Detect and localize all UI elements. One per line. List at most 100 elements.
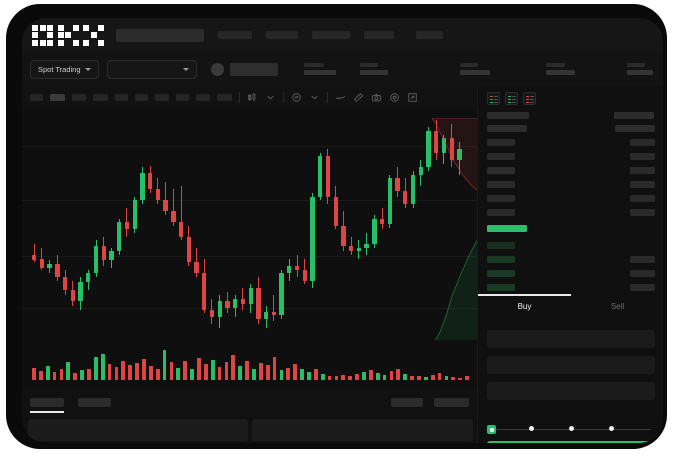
- candle-body: [263, 311, 269, 319]
- fullscreen-icon[interactable]: [407, 92, 418, 103]
- tab-buy[interactable]: Buy: [478, 294, 571, 318]
- nav-item-earn[interactable]: [312, 31, 350, 39]
- orderbook-row[interactable]: [630, 195, 655, 202]
- orderbook-row[interactable]: [487, 242, 515, 249]
- candle: [395, 108, 400, 340]
- orderbook-spread-row[interactable]: [487, 225, 527, 232]
- orderbook-both-icon[interactable]: [487, 92, 500, 105]
- orderbook-row[interactable]: [630, 284, 655, 291]
- candle-body: [124, 222, 130, 230]
- candle: [78, 108, 83, 340]
- camera-icon[interactable]: [371, 92, 382, 103]
- timeframe-1d[interactable]: [155, 93, 169, 101]
- tab-sell-label: Sell: [610, 301, 625, 311]
- volume-bar: [135, 363, 139, 380]
- orderbook-row[interactable]: [487, 284, 515, 291]
- amount-percent-slider[interactable]: [487, 424, 655, 434]
- candle-body: [256, 287, 261, 319]
- candlestick-icon[interactable]: [247, 92, 258, 103]
- candle: [109, 108, 114, 340]
- candle: [403, 108, 408, 340]
- orderbook-row[interactable]: [487, 181, 515, 188]
- orderbook-rows[interactable]: [478, 125, 663, 311]
- candle-body: [318, 156, 323, 197]
- tab-hide-other-pairs[interactable]: [391, 397, 423, 407]
- candle: [32, 108, 37, 340]
- candle-body: [441, 138, 447, 153]
- candle-body: [372, 218, 377, 245]
- candle: [449, 108, 454, 340]
- candle: [124, 108, 130, 340]
- candle-body: [333, 196, 338, 226]
- candle-body: [271, 311, 277, 316]
- orderbook-row[interactable]: [630, 209, 655, 216]
- volume-bar: [382, 374, 387, 380]
- orderbook-header-left: [487, 112, 529, 119]
- orderbook-bids-icon[interactable]: [505, 92, 518, 105]
- field-price[interactable]: [487, 356, 655, 374]
- tab-cancel-all[interactable]: [434, 397, 469, 407]
- slider-step-25[interactable]: [529, 426, 534, 431]
- orderbook-row[interactable]: [487, 125, 527, 132]
- volume-bar: [224, 362, 229, 380]
- tab-order-history[interactable]: [78, 397, 111, 407]
- orderbook-row[interactable]: [487, 167, 515, 174]
- orderbook-row[interactable]: [630, 153, 655, 160]
- orderbook-row[interactable]: [615, 125, 655, 132]
- orderbook-row[interactable]: [487, 270, 515, 277]
- timeframe-1w[interactable]: [176, 93, 189, 101]
- timeframe-4h[interactable]: [135, 93, 148, 101]
- indicator-icon[interactable]: [291, 92, 302, 103]
- timeframe-30m[interactable]: [93, 93, 108, 101]
- line-chart-icon[interactable]: [335, 92, 346, 103]
- panel-assets[interactable]: [28, 419, 248, 441]
- orderbook-row[interactable]: [630, 139, 655, 146]
- orderbook-row[interactable]: [487, 195, 515, 202]
- chevron-down-icon[interactable]: [265, 92, 276, 103]
- timeframe-5m[interactable]: [50, 93, 65, 101]
- timeframe-1h[interactable]: [115, 93, 128, 101]
- gear-icon[interactable]: [389, 92, 400, 103]
- chevron-down-icon[interactable]: [309, 92, 320, 103]
- candle-body: [233, 298, 238, 308]
- orderbook-row[interactable]: [487, 139, 515, 146]
- volume-bar: [107, 364, 112, 380]
- orderbook-asks-icon[interactable]: [523, 92, 536, 105]
- trading-pair-selector[interactable]: [106, 59, 197, 79]
- orders-tabbar: [22, 388, 477, 416]
- okx-logo[interactable]: [32, 24, 104, 46]
- slider-handle[interactable]: [487, 425, 496, 434]
- nav-item-markets[interactable]: [266, 31, 298, 39]
- slider-step-50[interactable]: [569, 426, 574, 431]
- nav-item-trade[interactable]: [218, 31, 252, 39]
- orderbook-row[interactable]: [630, 167, 655, 174]
- candle: [410, 108, 416, 340]
- orderbook-row[interactable]: [630, 256, 655, 263]
- field-amount[interactable]: [487, 382, 655, 400]
- orderbook-row[interactable]: [487, 209, 515, 216]
- panel-positions[interactable]: [251, 419, 473, 441]
- orderbook-row[interactable]: [487, 256, 515, 263]
- nav-item-wallet[interactable]: [364, 31, 394, 39]
- nav-item-more[interactable]: [416, 31, 443, 39]
- tab-open-orders[interactable]: [30, 397, 64, 413]
- price-chart[interactable]: [22, 108, 477, 340]
- timeframe-1m[interactable]: [30, 93, 43, 101]
- submit-order-button[interactable]: [487, 441, 655, 443]
- timeframe-15m[interactable]: [72, 93, 86, 101]
- trading-mode-selector[interactable]: Spot Trading: [30, 59, 99, 79]
- candle-body: [209, 309, 215, 318]
- candle: [86, 108, 91, 340]
- orderbook-row[interactable]: [630, 270, 655, 277]
- orderbook-row[interactable]: [487, 153, 515, 160]
- ruler-icon[interactable]: [353, 92, 364, 103]
- global-search-input[interactable]: [116, 28, 204, 42]
- timeframe-1M[interactable]: [196, 93, 210, 101]
- field-order-type[interactable]: [487, 330, 655, 348]
- orderbook-row[interactable]: [630, 181, 655, 188]
- candle-body: [155, 189, 161, 201]
- tab-sell[interactable]: Sell: [571, 294, 663, 318]
- device-bezel: Spot Trading: [6, 4, 667, 449]
- timeframe-more[interactable]: [217, 93, 232, 101]
- slider-step-75[interactable]: [609, 426, 614, 431]
